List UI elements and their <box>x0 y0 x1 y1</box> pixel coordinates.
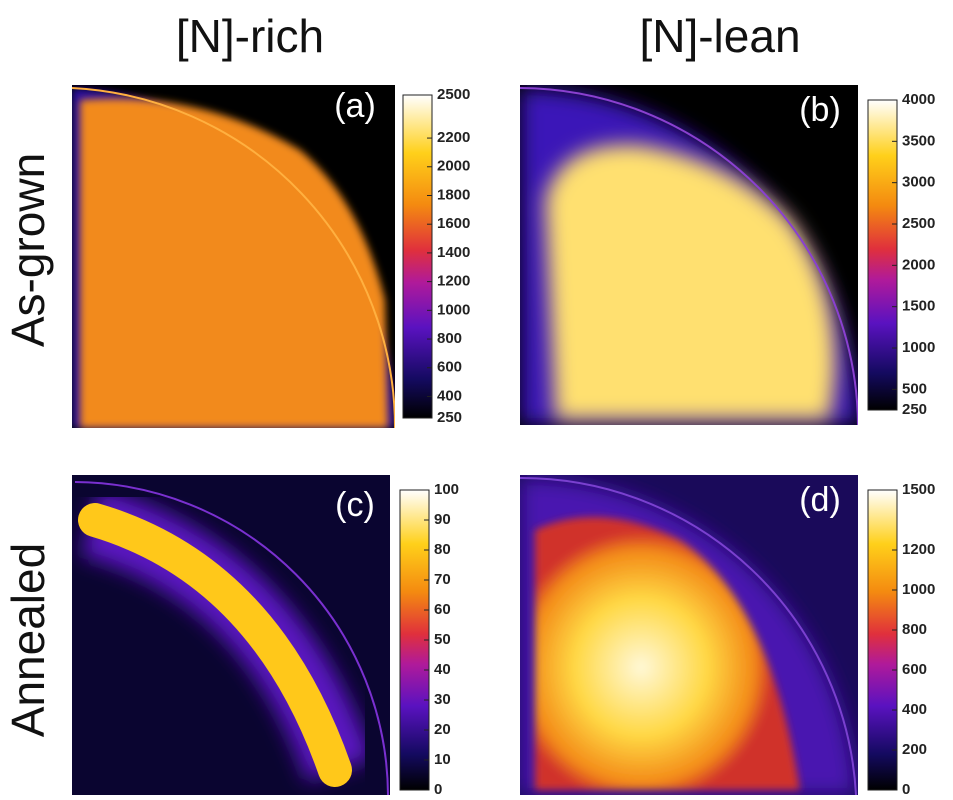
colorbar-tick-label: 1800 <box>437 186 470 203</box>
colorbar-tick-label: 800 <box>902 621 927 638</box>
colorbar-tick-label: 1000 <box>902 339 935 356</box>
image-c <box>72 475 390 795</box>
panel-label: (a) <box>334 87 376 125</box>
colorbar-tick-label: 50 <box>434 631 451 648</box>
image-b <box>520 85 858 425</box>
colorbar-tick-label: 90 <box>434 511 451 528</box>
colorbar-tick-label: 0 <box>434 781 442 798</box>
colorbar-tick-label: 3000 <box>902 174 935 191</box>
colorbar-tick-label: 2000 <box>902 256 935 273</box>
colorbar-tick-label: 250 <box>902 401 927 418</box>
row-title: Annealed <box>2 543 54 737</box>
colorbar-tick-label: 2500 <box>437 86 470 103</box>
colorbar-tick-label: 70 <box>434 571 451 588</box>
colorbar-tick-label: 60 <box>434 601 451 618</box>
panel-label: (d) <box>799 481 841 519</box>
colorbar-tick-label: 0 <box>902 781 910 798</box>
colorbar-tick-label: 250 <box>437 409 462 426</box>
colorbar-tick-label: 4000 <box>902 91 935 108</box>
colorbar-tick-label: 1600 <box>437 215 470 232</box>
colorbar-tick-label: 40 <box>434 661 451 678</box>
colorbar-tick-label: 600 <box>437 359 462 376</box>
panel-label: (b) <box>799 91 841 129</box>
colorbar-tick-label: 10 <box>434 751 451 768</box>
colorbar-tick-label: 400 <box>437 387 462 404</box>
colorbar-tick-label: 200 <box>902 741 927 758</box>
colorbar-tick-label: 2200 <box>437 129 470 146</box>
image-d <box>520 475 858 795</box>
colorbar <box>402 94 433 419</box>
colorbar-tick-label: 500 <box>902 380 927 397</box>
colorbar <box>867 99 898 411</box>
colorbar <box>867 489 898 791</box>
colorbar-tick-label: 800 <box>437 330 462 347</box>
panel-label: (c) <box>335 486 375 524</box>
colorbar-tick-label: 30 <box>434 691 451 708</box>
colorbar-tick-label: 2500 <box>902 215 935 232</box>
colorbar-tick-label: 1500 <box>902 298 935 315</box>
colorbar-tick-label: 400 <box>902 701 927 718</box>
image-a <box>72 85 395 428</box>
colorbar-tick-label: 1000 <box>902 581 935 598</box>
colorbar-tick-label: 1500 <box>902 481 935 498</box>
colorbar-tick-label: 1200 <box>902 541 935 558</box>
colorbar-tick-label: 100 <box>434 481 459 498</box>
colorbar-tick-label: 80 <box>434 541 451 558</box>
colorbar-tick-label: 20 <box>434 721 451 738</box>
colorbar-tick-label: 3500 <box>902 132 935 149</box>
colorbar-tick-label: 2000 <box>437 158 470 175</box>
colorbar-tick-label: 600 <box>902 661 927 678</box>
colorbar-tick-label: 1200 <box>437 273 470 290</box>
row-title: As-grown <box>2 153 54 347</box>
column-title: [N]-rich <box>176 10 324 62</box>
colorbar-tick-label: 1000 <box>437 301 470 318</box>
column-title: [N]-lean <box>639 10 800 62</box>
colorbar-tick-label: 1400 <box>437 244 470 261</box>
